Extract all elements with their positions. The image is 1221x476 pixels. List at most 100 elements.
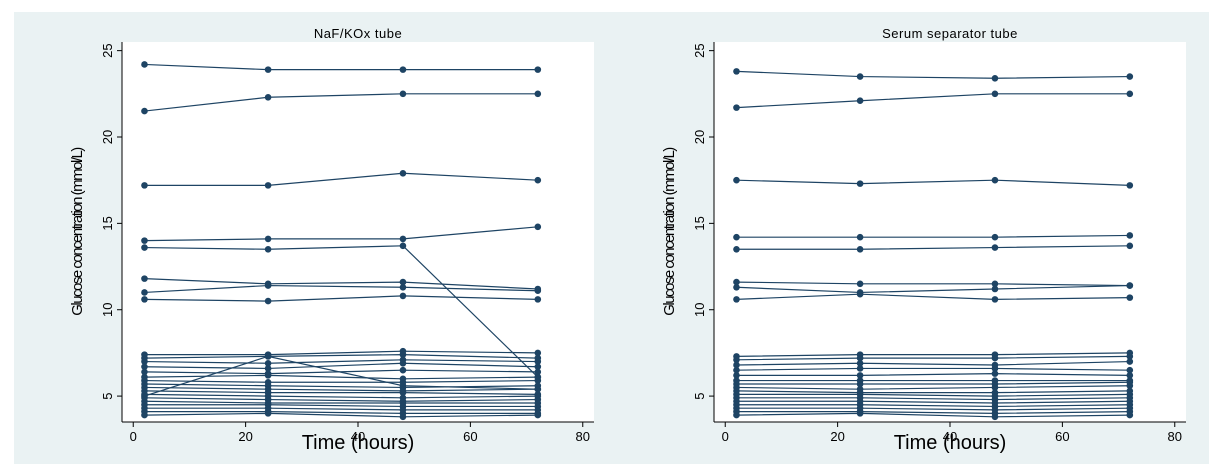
x-tick-label: 80 — [576, 429, 590, 444]
data-point — [733, 283, 740, 291]
series-line-18 — [144, 386, 538, 392]
data-point — [264, 66, 272, 73]
data-point — [733, 411, 740, 419]
series-line-8 — [736, 293, 1130, 300]
x-tick-label: 80 — [1168, 429, 1182, 444]
series-line-25 — [144, 411, 538, 414]
data-point — [399, 292, 407, 300]
data-point — [264, 410, 272, 417]
series-line-7 — [144, 284, 538, 294]
data-point — [1126, 90, 1134, 98]
data-point — [991, 413, 999, 421]
data-point — [1126, 358, 1134, 365]
data-point — [534, 411, 542, 419]
x-tick-label: 20 — [830, 429, 844, 444]
data-point — [1126, 242, 1134, 250]
data-point — [399, 413, 407, 421]
data-point — [733, 68, 740, 75]
data-point — [991, 365, 999, 372]
series-line-17 — [144, 383, 538, 389]
data-point — [856, 97, 864, 105]
y-tick-label: 10 — [692, 302, 707, 316]
data-point — [264, 372, 272, 379]
x-tick-label: 40 — [943, 429, 957, 444]
data-point — [991, 244, 999, 251]
series-line-26 — [144, 412, 538, 418]
data-point — [399, 66, 407, 73]
series-line-19 — [736, 397, 1130, 401]
data-point — [141, 182, 148, 189]
x-tick-label: 20 — [238, 429, 252, 444]
data-point — [1126, 353, 1134, 360]
data-point — [141, 237, 148, 244]
x-tick-label: 0 — [130, 429, 137, 444]
data-point — [399, 359, 407, 367]
series-line-3 — [736, 179, 1130, 186]
data-point — [264, 245, 272, 253]
figure-background: NaF/KOx tube 0 20 40 60 80 5 10 15 20 25 Time (hour… — [14, 12, 1209, 464]
series-line-8 — [144, 295, 538, 302]
series-line-4 — [144, 226, 538, 242]
series-line-7 — [736, 284, 1130, 294]
y-axis-label: Glucose concentration (mmol/L) — [69, 147, 86, 316]
data-point — [991, 354, 999, 362]
data-point — [534, 377, 542, 384]
data-point — [733, 366, 740, 374]
series-line-22 — [144, 400, 538, 404]
chart-panel-2: Serum separator tube 0 20 40 60 80 5 10 15 20 25 Ti… — [661, 26, 1186, 454]
data-point — [1126, 372, 1134, 379]
data-point — [399, 169, 407, 177]
data-point — [141, 107, 148, 115]
series-line-21 — [736, 404, 1130, 408]
data-point — [856, 365, 864, 372]
y-tick-label: 15 — [692, 216, 707, 230]
series-line-10 — [736, 355, 1130, 361]
series-line-19 — [144, 390, 538, 395]
data-point — [733, 104, 740, 111]
data-point — [264, 353, 272, 360]
series-line-5 — [736, 245, 1130, 250]
series-line-17 — [736, 390, 1130, 394]
data-point — [264, 282, 272, 289]
series-line-2 — [144, 93, 538, 112]
data-point — [264, 359, 272, 367]
data-point — [991, 370, 999, 377]
x-axis-label: Time (hours) — [302, 432, 415, 454]
data-point — [856, 354, 864, 362]
data-point — [991, 233, 999, 241]
data-point — [991, 285, 999, 293]
data-point — [991, 296, 999, 303]
series-line-12 — [144, 359, 538, 364]
data-point — [1126, 282, 1134, 289]
series-line-23 — [144, 404, 538, 408]
data-point — [534, 287, 542, 295]
y-axis-label: Glucose concentration (mmol/L) — [661, 147, 678, 316]
x-tick-label: 60 — [463, 429, 477, 444]
charts-canvas: NaF/KOx tube 0 20 40 60 80 5 10 15 20 25 Time (hour… — [69, 26, 1186, 454]
data-point — [856, 372, 864, 379]
data-point — [399, 242, 407, 250]
data-point — [534, 368, 542, 376]
y-tick-label: 25 — [692, 43, 707, 57]
data-point — [141, 296, 148, 303]
series-line-15 — [144, 374, 538, 380]
series-line-15 — [736, 381, 1130, 385]
series-line-24 — [144, 407, 538, 411]
series-line-13 — [736, 373, 1130, 376]
data-point — [856, 280, 864, 288]
data-point — [856, 233, 864, 241]
data-point — [264, 365, 272, 372]
data-point — [991, 280, 999, 288]
data-point — [399, 351, 407, 358]
data-point — [534, 176, 542, 184]
y-tick-label: 20 — [100, 130, 115, 144]
x-tick-label: 60 — [1055, 429, 1069, 444]
data-point — [141, 244, 148, 251]
data-point — [733, 296, 740, 303]
data-point — [856, 410, 864, 417]
data-point — [534, 349, 542, 357]
data-point — [141, 411, 148, 419]
data-point — [1126, 382, 1134, 390]
data-point — [733, 176, 740, 184]
series-line-2 — [736, 93, 1130, 109]
